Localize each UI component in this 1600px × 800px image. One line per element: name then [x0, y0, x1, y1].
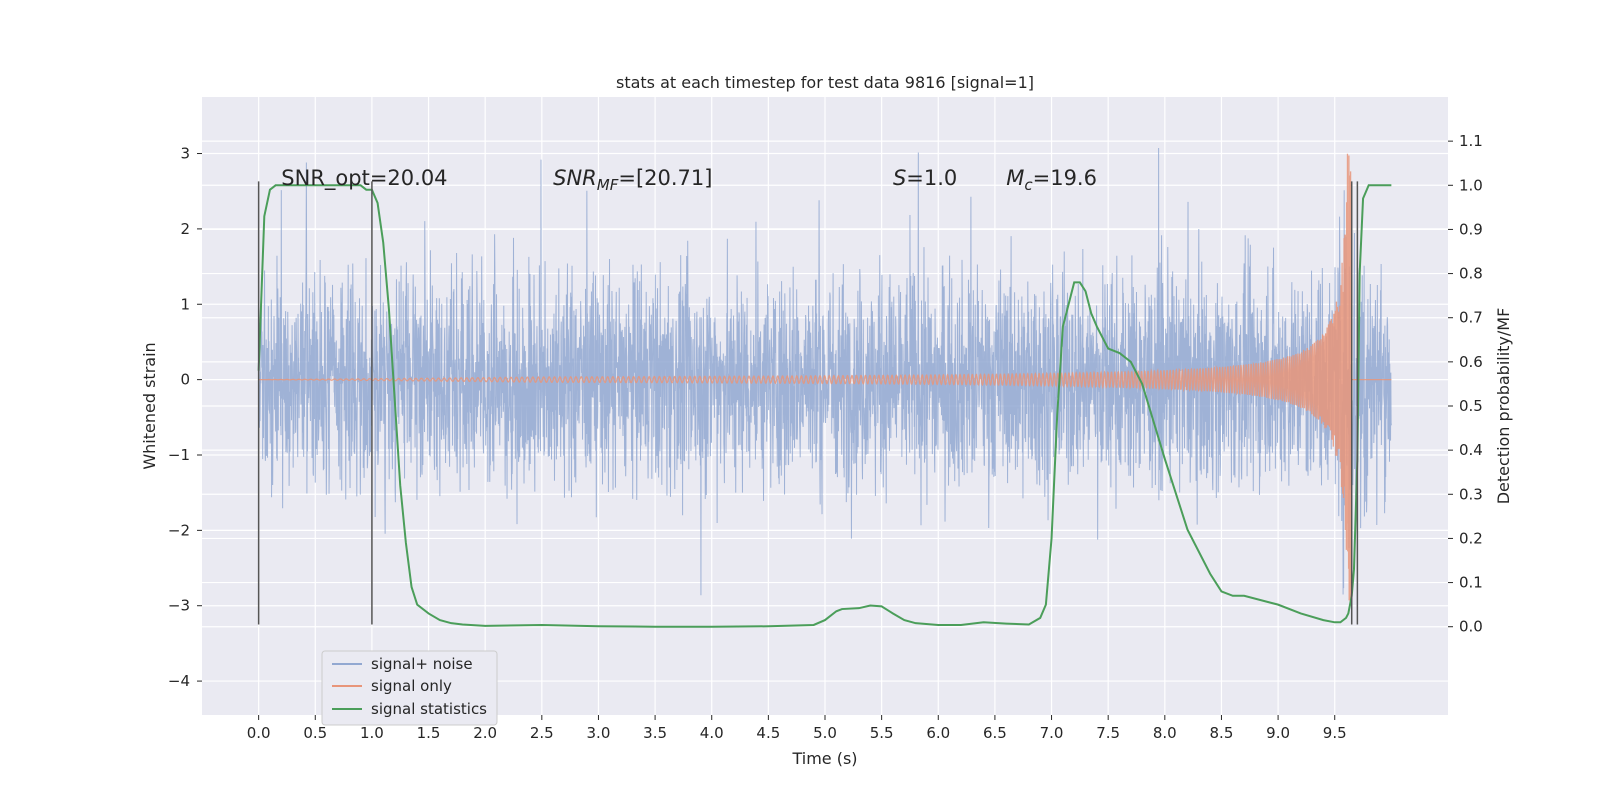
y-tick-label: −2 — [168, 521, 190, 539]
y-tick-label: 0 — [180, 371, 190, 389]
x-tick-label: 4.5 — [756, 724, 780, 742]
y2-tick-label: 0.7 — [1459, 309, 1483, 327]
y2-tick-label: 0.5 — [1459, 397, 1483, 415]
series-signal-only — [258, 153, 1392, 603]
stat-annotation: SNR_opt=20.04 — [281, 166, 447, 191]
series-layer — [257, 148, 1392, 628]
y-tick-label: 3 — [180, 145, 190, 163]
stat-annotation: S=1.0 — [893, 166, 957, 190]
x-tick-label: 2.0 — [473, 724, 497, 742]
y-ticks: 3 2 1 0 −1 −2 −3 −4 — [168, 145, 202, 690]
stat-annotation: SNRMF=[20.71] — [553, 166, 712, 194]
legend-label-signal-statistics: signal statistics — [371, 700, 487, 718]
x-tick-label: 3.5 — [643, 724, 667, 742]
x-ticks: 0.0 0.5 1.0 1.5 2.0 2.5 3.0 3.5 4.0 4.5 5.0 5.5 6.0 6… — [247, 715, 1347, 742]
x-tick-label: 8.5 — [1210, 724, 1234, 742]
x-tick-label: 1.0 — [360, 724, 384, 742]
legend-box — [321, 650, 498, 726]
y-axis-label: Whitened strain — [140, 342, 159, 469]
y2-tick-label: 0.0 — [1459, 618, 1483, 636]
y2-tick-label: 1.1 — [1459, 132, 1483, 150]
x-tick-label: 1.5 — [417, 724, 441, 742]
x-tick-label: 2.5 — [530, 724, 554, 742]
x-tick-label: 0.0 — [247, 724, 271, 742]
x-tick-label: 5.0 — [813, 724, 837, 742]
x-tick-label: 7.5 — [1096, 724, 1120, 742]
series-signal-noise — [258, 148, 1392, 596]
y-tick-label: −3 — [168, 597, 190, 615]
y2-tick-label: 0.4 — [1459, 441, 1483, 459]
legend: signal+ noise signal only signal statist… — [321, 650, 498, 726]
y-tick-label: 2 — [180, 220, 190, 238]
y-tick-label: −4 — [168, 672, 190, 690]
y2-tick-label: 1.0 — [1459, 176, 1483, 194]
y2-axis-label: Detection probability/MF — [1494, 308, 1513, 505]
x-tick-label: 6.0 — [926, 724, 950, 742]
y2-ticks: 1.1 1.0 0.9 0.8 0.7 0.6 0.5 0.4 0.3 0.2 0.1 0.0 — [1448, 132, 1483, 636]
series-signal-statistics — [257, 184, 1392, 628]
y2-tick-label: 0.3 — [1459, 485, 1483, 503]
chart-title: stats at each timestep for test data 981… — [616, 73, 1034, 92]
legend-label-signal-noise: signal+ noise — [371, 655, 473, 673]
x-tick-label: 9.5 — [1323, 724, 1347, 742]
annotations: SNR_opt=20.04 SNRMF=[20.71] S=1.0 Mc=19.6 — [281, 166, 1097, 194]
x-tick-label: 0.5 — [303, 724, 327, 742]
y2-tick-label: 0.9 — [1459, 220, 1483, 238]
x-tick-label: 6.5 — [983, 724, 1007, 742]
y2-tick-label: 0.2 — [1459, 529, 1483, 547]
y2-tick-label: 0.8 — [1459, 265, 1483, 283]
x-tick-label: 5.5 — [870, 724, 894, 742]
y-tick-label: −1 — [168, 446, 190, 464]
x-tick-label: 4.0 — [700, 724, 724, 742]
x-tick-label: 7.0 — [1040, 724, 1064, 742]
y2-tick-label: 0.6 — [1459, 353, 1483, 371]
legend-label-signal-only: signal only — [371, 677, 452, 695]
y2-tick-label: 0.1 — [1459, 574, 1483, 592]
stat-annotation: Mc=19.6 — [1006, 166, 1097, 194]
vertical-markers — [257, 181, 1359, 625]
x-tick-label: 9.0 — [1266, 724, 1290, 742]
x-axis-label: Time (s) — [791, 749, 857, 768]
y-tick-label: 1 — [180, 295, 190, 313]
x-tick-label: 3.0 — [587, 724, 611, 742]
x-tick-label: 8.0 — [1153, 724, 1177, 742]
